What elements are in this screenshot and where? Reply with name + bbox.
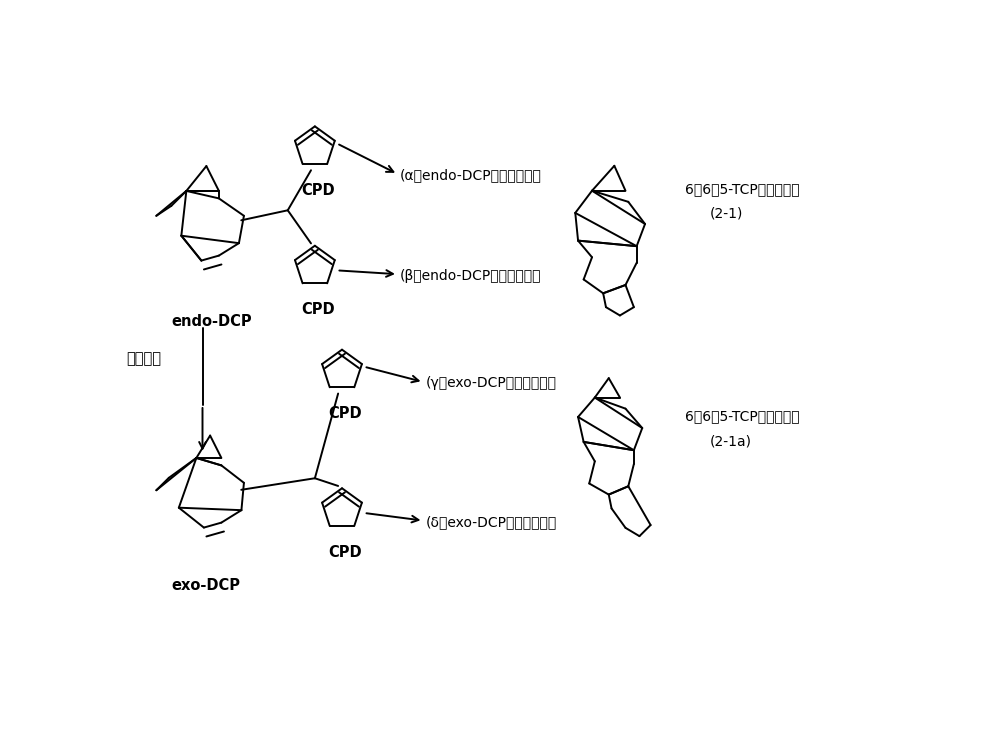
Text: 6，6，5-TCP内型异构体: 6，6，5-TCP内型异构体 [685,183,799,197]
Text: (α）endo-DCP的内型加成物: (α）endo-DCP的内型加成物 [400,168,542,183]
Text: 立体转换: 立体转换 [127,351,162,366]
Text: endo-DCP: endo-DCP [172,314,252,329]
Text: (2-1a): (2-1a) [710,435,752,449]
Text: CPD: CPD [301,302,335,317]
Text: (δ）exo-DCP的外型加成物: (δ）exo-DCP的外型加成物 [426,515,557,529]
Text: (β）endo-DCP的外型加成物: (β）endo-DCP的外型加成物 [400,269,542,282]
Text: CPD: CPD [301,183,335,198]
Text: CPD: CPD [328,545,362,559]
Text: CPD: CPD [328,406,362,421]
Text: (γ）exo-DCP的内型加成物: (γ）exo-DCP的内型加成物 [426,376,557,390]
Text: 6，6，5-TCP外型异构体: 6，6，5-TCP外型异构体 [685,410,799,423]
Text: exo-DCP: exo-DCP [172,578,240,593]
Text: (2-1): (2-1) [710,207,744,221]
